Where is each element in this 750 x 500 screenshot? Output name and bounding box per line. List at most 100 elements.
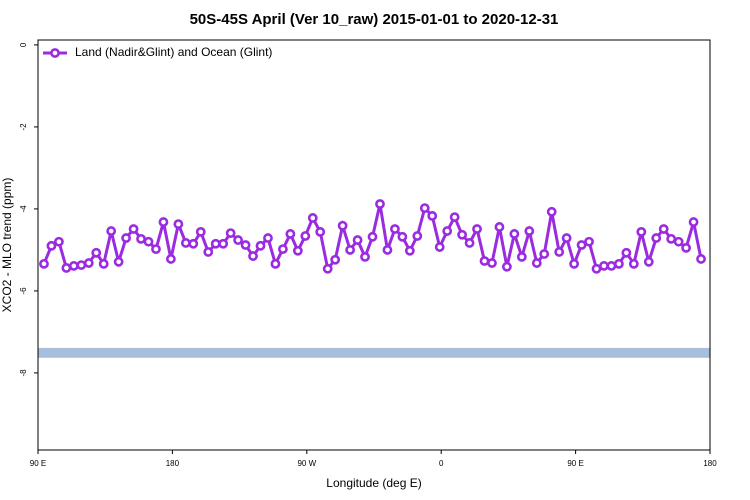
point <box>233 235 244 245</box>
point <box>263 233 273 243</box>
point <box>285 229 296 239</box>
point <box>195 226 206 237</box>
point <box>524 226 535 236</box>
point <box>91 247 102 258</box>
point <box>449 212 460 223</box>
point <box>188 238 199 249</box>
point <box>464 238 475 248</box>
point <box>39 258 49 269</box>
point <box>487 258 497 268</box>
x-tick-label: 180 <box>703 459 717 468</box>
point <box>561 233 572 243</box>
point <box>621 247 632 258</box>
point <box>681 242 692 253</box>
point <box>292 245 303 256</box>
point <box>651 233 662 243</box>
point <box>539 249 550 259</box>
point <box>113 256 124 267</box>
point <box>121 233 132 243</box>
point <box>696 254 706 264</box>
point <box>427 210 438 221</box>
point <box>315 226 326 237</box>
x-tick-label: 90 W <box>297 459 316 468</box>
point <box>546 206 557 217</box>
point <box>166 254 176 264</box>
point <box>337 220 348 231</box>
point <box>352 235 363 245</box>
legend-marker <box>50 48 60 58</box>
point <box>76 260 87 270</box>
y-tick-label: -8 <box>19 369 28 377</box>
x-axis-label: Longitude (deg E) <box>326 476 421 490</box>
point <box>397 231 408 242</box>
point <box>106 226 117 236</box>
point <box>531 258 542 268</box>
point <box>240 240 251 250</box>
x-tick-label: 90 E <box>567 459 583 468</box>
x-tick-label: 180 <box>166 459 180 468</box>
point <box>248 251 258 261</box>
point <box>158 217 169 227</box>
point <box>658 224 669 234</box>
point <box>419 203 430 213</box>
point <box>61 263 72 273</box>
point <box>68 261 79 271</box>
point <box>673 236 684 247</box>
point <box>584 236 594 247</box>
point <box>300 231 311 241</box>
point <box>203 247 214 257</box>
y-tick-label: 0 <box>19 42 28 47</box>
point <box>502 261 512 272</box>
x-tick-label: 90 E <box>30 459 46 468</box>
point <box>457 229 468 240</box>
point <box>636 226 647 237</box>
point <box>98 258 109 269</box>
point <box>404 245 415 256</box>
point <box>375 199 385 209</box>
point <box>509 229 520 239</box>
point <box>606 261 617 271</box>
point <box>322 263 333 274</box>
x-tick-label: 0 <box>439 459 444 468</box>
point <box>151 244 161 254</box>
point <box>599 261 609 271</box>
y-tick-label: -6 <box>19 287 28 295</box>
point <box>516 251 527 262</box>
point <box>472 224 482 234</box>
point <box>210 238 221 249</box>
point <box>442 226 453 236</box>
legend-label: Land (Nadir&Glint) and Ocean (Glint) <box>75 45 272 59</box>
point <box>180 238 191 248</box>
y-tick-label: -2 <box>19 123 28 131</box>
point <box>643 256 654 267</box>
point <box>479 256 490 266</box>
point <box>666 233 677 244</box>
point <box>494 222 505 232</box>
point <box>136 233 146 244</box>
point <box>591 263 602 274</box>
point <box>255 240 266 251</box>
point <box>225 228 236 239</box>
band <box>38 347 710 358</box>
point <box>345 245 356 255</box>
point <box>218 238 229 249</box>
point <box>307 213 318 223</box>
point <box>614 258 624 269</box>
point <box>569 258 580 269</box>
point <box>360 251 370 262</box>
point <box>628 258 639 269</box>
point <box>688 217 699 227</box>
point <box>554 247 565 257</box>
point <box>330 254 341 265</box>
point <box>390 224 400 234</box>
y-axis-label: XCO2 - MLO trend (ppm) <box>0 178 14 313</box>
point <box>128 224 139 234</box>
point <box>46 240 57 251</box>
point <box>382 245 393 255</box>
point <box>143 236 154 247</box>
point <box>412 231 423 241</box>
point <box>83 258 94 268</box>
point <box>278 244 288 254</box>
point <box>367 231 378 242</box>
